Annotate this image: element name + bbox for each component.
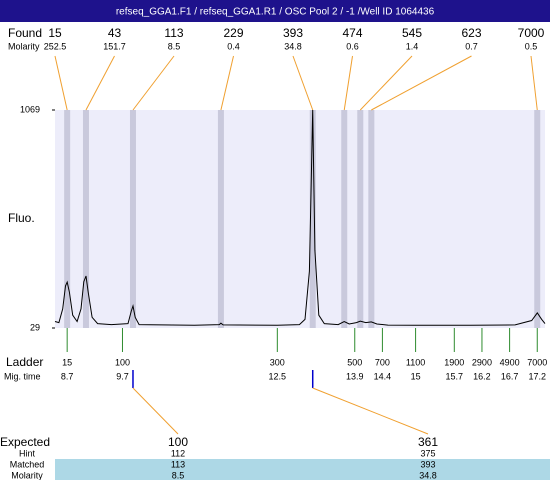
peak-link xyxy=(371,55,472,111)
expected-value: 361 xyxy=(418,435,438,449)
found-label: Found xyxy=(8,26,42,40)
ladder-time: 14.4 xyxy=(374,371,392,381)
found-size: 474 xyxy=(342,26,362,40)
found-molarity: 0.4 xyxy=(227,41,240,51)
expected-row-label: Matched xyxy=(10,459,45,469)
ladder-size: 7000 xyxy=(527,357,547,367)
trace xyxy=(54,109,546,326)
ladder-time: 15 xyxy=(411,371,421,381)
found-molarity: 0.5 xyxy=(525,41,538,51)
found-size: 7000 xyxy=(518,26,545,40)
expected-row-label: Hint xyxy=(19,448,36,458)
found-molarity: 252.5 xyxy=(44,41,67,51)
found-size: 229 xyxy=(223,26,243,40)
peak-band xyxy=(341,110,348,328)
ladder-size: 700 xyxy=(375,357,390,367)
peak-band xyxy=(368,110,375,328)
peak-link xyxy=(220,55,234,111)
matched-highlight xyxy=(55,459,550,480)
ladder-size: 15 xyxy=(62,357,72,367)
ladder-time: 17.2 xyxy=(528,371,546,381)
ladder-size: 100 xyxy=(115,357,130,367)
peak-band xyxy=(357,110,364,328)
peak-band xyxy=(217,110,224,328)
found-molarity: 0.6 xyxy=(346,41,359,51)
ladder-size: 1100 xyxy=(406,357,425,367)
found-size: 393 xyxy=(283,26,303,40)
peak-link xyxy=(54,55,68,111)
peak-link xyxy=(85,55,115,111)
ladder-time: 13.9 xyxy=(346,371,364,381)
ladder-time: 8.7 xyxy=(61,371,74,381)
peak-link xyxy=(292,55,314,111)
ladder-size: 300 xyxy=(270,357,285,367)
ladder-size: 500 xyxy=(347,357,362,367)
peak-band xyxy=(82,110,89,328)
ladder-label: Ladder xyxy=(6,355,43,369)
expected-link xyxy=(132,387,179,435)
expected-value: 100 xyxy=(168,435,188,449)
ladder-time: 16.2 xyxy=(473,371,491,381)
title-bar xyxy=(0,0,550,22)
title: refseq_GGA1.F1 / refseq_GGA1.R1 / OSC Po… xyxy=(116,7,435,18)
found-molarity: 1.4 xyxy=(406,41,419,51)
found-size: 545 xyxy=(402,26,422,40)
found-molarity: 8.5 xyxy=(168,41,181,51)
peak-band xyxy=(309,110,316,328)
plot-area xyxy=(55,110,545,328)
ladder-time: 15.7 xyxy=(446,371,464,381)
ladder-sublabel: Mig. time xyxy=(4,371,41,381)
expected-value: 375 xyxy=(420,448,435,458)
y-axis-label: Fluo. xyxy=(8,211,35,225)
expected-link xyxy=(312,387,429,435)
found-molarity: 34.8 xyxy=(284,41,302,51)
ladder-size: 1900 xyxy=(444,357,464,367)
y-tick-label: 1069 xyxy=(20,104,40,114)
found-sublabel: Molarity xyxy=(8,41,40,51)
peak-link xyxy=(530,55,538,111)
found-size: 43 xyxy=(108,26,122,40)
ladder-size: 2900 xyxy=(472,357,492,367)
ladder-time: 12.5 xyxy=(269,371,287,381)
peak-link xyxy=(343,55,353,111)
peak-link xyxy=(359,55,413,111)
peak-band xyxy=(64,110,71,328)
y-tick-label: 29 xyxy=(30,322,40,332)
found-molarity: 0.7 xyxy=(465,41,478,51)
expected-value: 8.5 xyxy=(172,470,185,480)
peak-band xyxy=(129,110,136,328)
expected-row-label: Expected xyxy=(0,435,50,449)
found-size: 15 xyxy=(48,26,62,40)
expected-value: 113 xyxy=(171,459,185,469)
ladder-time: 16.7 xyxy=(501,371,519,381)
peak-band xyxy=(534,110,541,328)
ladder-size: 4900 xyxy=(500,357,520,367)
expected-value: 112 xyxy=(171,448,185,458)
expected-value: 34.8 xyxy=(419,470,437,480)
ladder-time: 9.7 xyxy=(116,371,129,381)
peak-link xyxy=(132,55,175,111)
expected-row-label: Molarity xyxy=(11,470,43,480)
found-molarity: 151.7 xyxy=(103,41,126,51)
expected-value: 393 xyxy=(420,459,435,469)
found-size: 623 xyxy=(461,26,481,40)
found-size: 113 xyxy=(164,26,183,40)
